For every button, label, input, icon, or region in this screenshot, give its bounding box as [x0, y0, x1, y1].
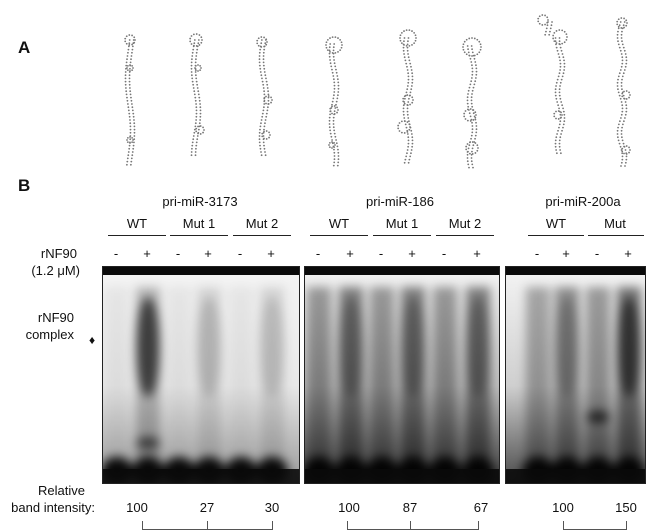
variant-underline	[310, 235, 368, 236]
complex-label-line1: rNF90	[37, 310, 74, 325]
lane-plus: +	[346, 246, 354, 261]
intensity-value: 100	[552, 500, 574, 515]
intensity-value: 100	[126, 500, 148, 515]
lane-minus: -	[315, 246, 321, 261]
gel-wells	[103, 267, 299, 275]
gel-wells	[506, 267, 645, 275]
lane-minus: -	[441, 246, 447, 261]
variant-underline	[373, 235, 431, 236]
bracket-tick	[272, 521, 273, 530]
gel-pri-mir-186	[304, 266, 500, 484]
variant-underline	[108, 235, 166, 236]
lane-plus: +	[408, 246, 416, 261]
bracket-tick	[207, 521, 208, 530]
variant-underline	[170, 235, 228, 236]
bracket-tick	[563, 521, 564, 530]
bracket-tick	[478, 521, 479, 530]
variant-underline	[436, 235, 494, 236]
bracket-tick	[142, 521, 143, 530]
intensity-value: 100	[338, 500, 360, 515]
lane-minus: -	[113, 246, 119, 261]
variant-label: Mut	[604, 216, 626, 231]
lane-minus: -	[378, 246, 384, 261]
intensity-label-line1: Relative	[38, 483, 85, 498]
panel-a-label: A	[18, 38, 31, 57]
lane-plus: +	[267, 246, 275, 261]
lane-minus: -	[175, 246, 181, 261]
gel-pri-mir-200a	[505, 266, 646, 484]
intensity-value: 87	[402, 500, 418, 515]
variant-label: Mut 2	[245, 216, 279, 231]
lane-minus: -	[237, 246, 243, 261]
variant-label: WT	[126, 216, 148, 231]
intensity-value: 150	[615, 500, 637, 515]
variant-label: Mut 1	[182, 216, 216, 231]
variant-underline	[588, 235, 644, 236]
panel-b-label: B	[18, 176, 31, 195]
bracket-bar	[347, 529, 478, 530]
variant-label: WT	[328, 216, 350, 231]
bracket-tick	[626, 521, 627, 530]
variant-label: Mut 2	[448, 216, 482, 231]
intensity-value: 27	[199, 500, 215, 515]
intensity-label-line2: band intensity:	[11, 500, 95, 515]
concentration-label: (1.2 μM)	[31, 263, 80, 278]
complex-label-line2: complex	[25, 327, 74, 342]
secondary-structures	[124, 14, 631, 169]
bracket-tick	[410, 521, 411, 530]
gel-pri-mir-3173	[102, 266, 300, 484]
lane-plus: +	[204, 246, 212, 261]
bracket-bar	[142, 529, 272, 530]
intensity-value: 67	[473, 500, 489, 515]
construct-label-186: pri-miR-186	[366, 194, 434, 209]
intensity-value: 30	[264, 500, 280, 515]
construct-label-3173: pri-miR-3173	[162, 194, 238, 209]
lane-plus: +	[562, 246, 570, 261]
lane-minus: -	[594, 246, 600, 261]
lane-plus: +	[624, 246, 632, 261]
lane-plus: +	[473, 246, 481, 261]
variant-label: WT	[545, 216, 567, 231]
bracket-bar	[563, 529, 626, 530]
variant-underline	[528, 235, 584, 236]
variant-underline	[233, 235, 291, 236]
bracket-tick	[347, 521, 348, 530]
construct-label-200a: pri-miR-200a	[545, 194, 621, 209]
variant-label: Mut 1	[385, 216, 419, 231]
gel-wells	[305, 267, 499, 275]
lane-minus: -	[534, 246, 540, 261]
complex-marker: ♦	[89, 333, 96, 347]
protein-label: rNF90	[40, 246, 77, 261]
lane-plus: +	[143, 246, 151, 261]
